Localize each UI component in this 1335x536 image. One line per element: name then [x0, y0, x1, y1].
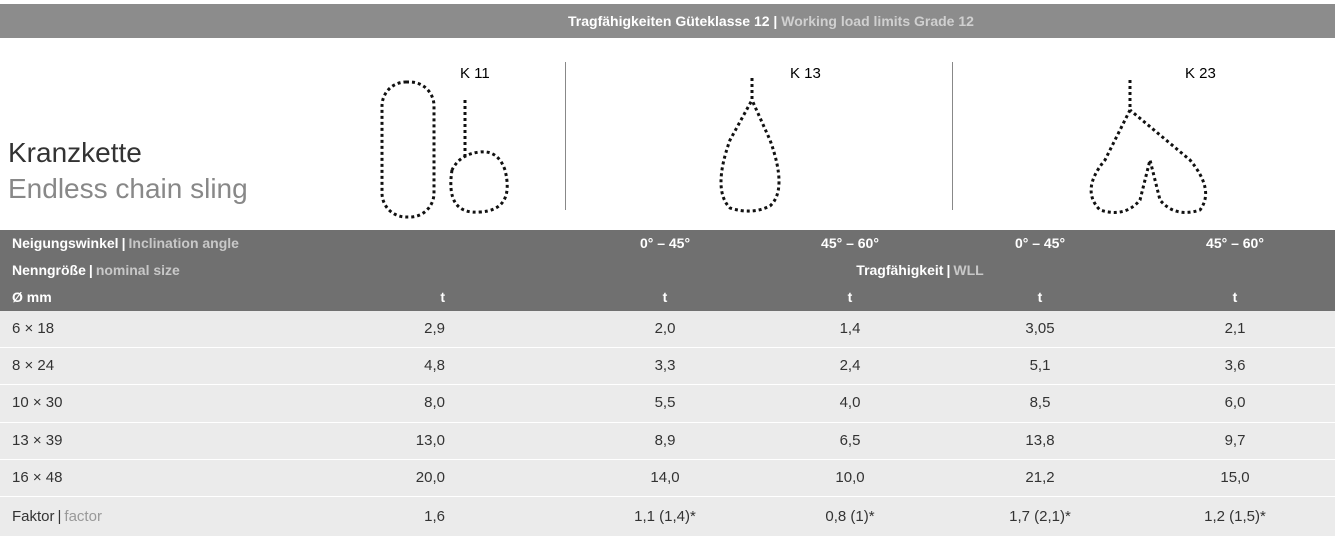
- cell: 8,9: [590, 423, 740, 459]
- cell: 5,1: [965, 348, 1115, 384]
- cell: Ø mm: [12, 284, 352, 311]
- cell: 2,4: [775, 348, 925, 384]
- cell: 0° – 45°: [965, 230, 1115, 257]
- cell: Nenngröße|nominal size: [12, 257, 352, 284]
- cell: 2,0: [590, 311, 740, 347]
- cell: 6,0: [1160, 385, 1310, 421]
- cell: 13,0: [345, 423, 445, 459]
- cell: 1,4: [775, 311, 925, 347]
- separator: |: [89, 262, 93, 278]
- cell: 13,8: [965, 423, 1115, 459]
- cell: 0° – 45°: [590, 230, 740, 257]
- label-de: Nenngröße: [12, 262, 86, 278]
- cell: Neigungswinkel|Inclination angle: [12, 230, 352, 257]
- cell: 45° – 60°: [1160, 230, 1310, 257]
- cell: 14,0: [590, 460, 740, 496]
- cell: 1,6: [345, 497, 445, 536]
- diagrams: K 11 K 13 K 23: [0, 40, 1335, 228]
- divider: [565, 62, 566, 210]
- label-en: Inclination angle: [129, 235, 239, 251]
- diagram-label: K 13: [790, 65, 821, 82]
- cell: 1,7 (2,1)*: [965, 497, 1115, 536]
- cell: 6,5: [775, 423, 925, 459]
- cell: 0,8 (1)*: [775, 497, 925, 536]
- cell: t: [590, 284, 740, 311]
- cell: 13 × 39: [12, 423, 352, 459]
- header-title: Tragfähigkeiten Güteklasse 12 | Working …: [568, 4, 974, 38]
- title-en: Working load limits Grade 12: [781, 13, 974, 29]
- cell: t: [345, 284, 445, 311]
- separator: |: [946, 262, 950, 278]
- diagram-label: K 23: [1185, 65, 1216, 82]
- chain-k11-a: [382, 82, 434, 217]
- label-de: Tragfähigkeit: [856, 262, 943, 278]
- label-en: WLL: [953, 262, 983, 278]
- cell: 3,3: [590, 348, 740, 384]
- cell: 8 × 24: [12, 348, 352, 384]
- diagram-art: [382, 78, 1206, 217]
- angle-row: Neigungswinkel|Inclination angle 0° – 45°…: [0, 230, 1335, 257]
- cell: 8,0: [345, 385, 445, 421]
- cell: 3,05: [965, 311, 1115, 347]
- chain-k11-b: [451, 100, 507, 212]
- cell: t: [775, 284, 925, 311]
- label-en: nominal size: [96, 262, 180, 278]
- cell: 4,0: [775, 385, 925, 421]
- label-de: Neigungswinkel: [12, 235, 119, 251]
- cell: 16 × 48: [12, 460, 352, 496]
- separator: |: [58, 508, 62, 525]
- header-bar: Tragfähigkeiten Güteklasse 12 | Working …: [0, 4, 1335, 38]
- label-en: factor: [64, 508, 102, 525]
- separator: |: [773, 13, 777, 29]
- page: Tragfähigkeiten Güteklasse 12 | Working …: [0, 0, 1335, 536]
- diagram-label: K 11: [460, 65, 490, 82]
- cell: 9,7: [1160, 423, 1310, 459]
- cell: 1,1 (1,4)*: [590, 497, 740, 536]
- cell: 10,0: [775, 460, 925, 496]
- cell: 45° – 60°: [775, 230, 925, 257]
- cell: 5,5: [590, 385, 740, 421]
- cell: 6 × 18: [12, 311, 352, 347]
- label-de: Faktor: [12, 508, 55, 525]
- cell: 21,2: [965, 460, 1115, 496]
- cell: t: [965, 284, 1115, 311]
- cell: 20,0: [345, 460, 445, 496]
- chain-k13: [721, 78, 779, 211]
- cell: Faktor|factor: [12, 497, 352, 536]
- cell: t: [1160, 284, 1310, 311]
- separator: |: [122, 235, 126, 251]
- cell: 1,2 (1,5)*: [1160, 497, 1310, 536]
- cell: 15,0: [1160, 460, 1310, 496]
- chain-k23: [1091, 80, 1206, 212]
- cell: 3,6: [1160, 348, 1310, 384]
- wll-label: Tragfähigkeit|WLL: [590, 257, 1310, 284]
- cell: 8,5: [965, 385, 1115, 421]
- cell: 4,8: [345, 348, 445, 384]
- cell: 2,9: [345, 311, 445, 347]
- divider: [952, 62, 953, 210]
- cell: 2,1: [1160, 311, 1310, 347]
- cell: 10 × 30: [12, 385, 352, 421]
- title-de: Tragfähigkeiten Güteklasse 12: [568, 13, 770, 29]
